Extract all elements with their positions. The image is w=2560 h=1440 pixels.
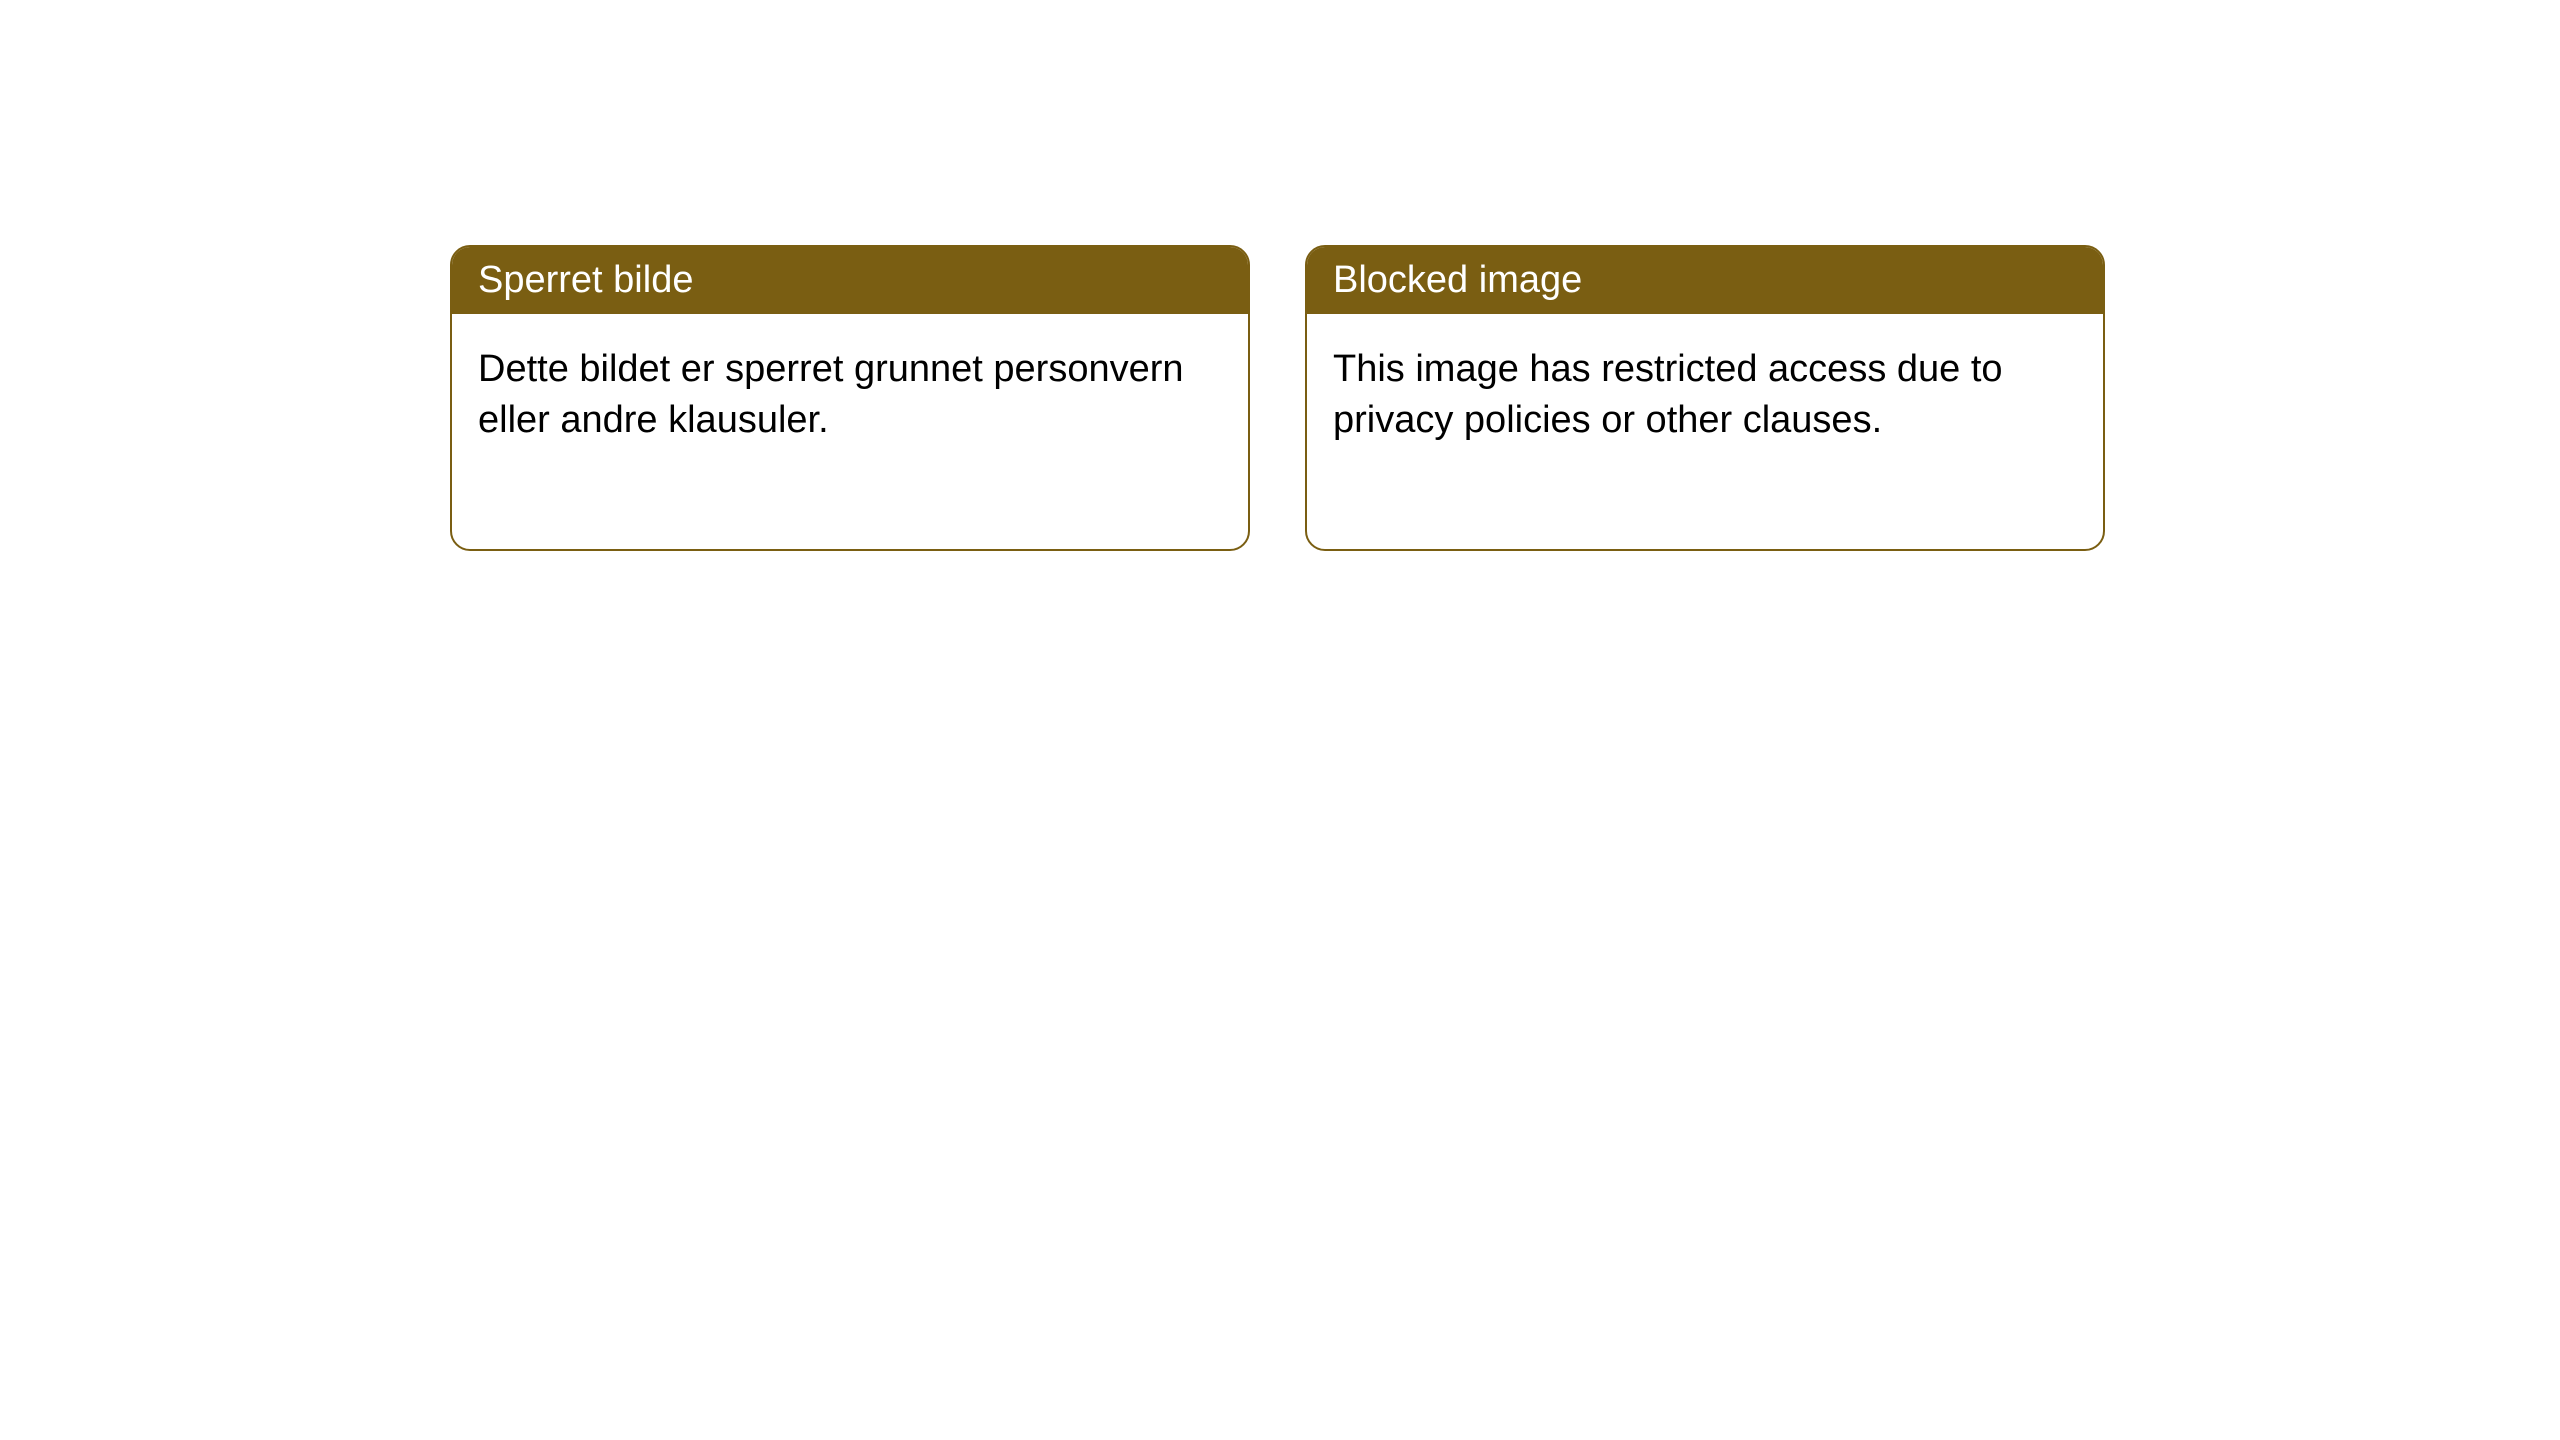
card-body: This image has restricted access due to … <box>1307 314 2103 549</box>
card-header: Blocked image <box>1307 247 2103 314</box>
notice-cards-container: Sperret bilde Dette bildet er sperret gr… <box>450 245 2105 551</box>
notice-card-norwegian: Sperret bilde Dette bildet er sperret gr… <box>450 245 1250 551</box>
card-body: Dette bildet er sperret grunnet personve… <box>452 314 1248 549</box>
card-header: Sperret bilde <box>452 247 1248 314</box>
notice-card-english: Blocked image This image has restricted … <box>1305 245 2105 551</box>
